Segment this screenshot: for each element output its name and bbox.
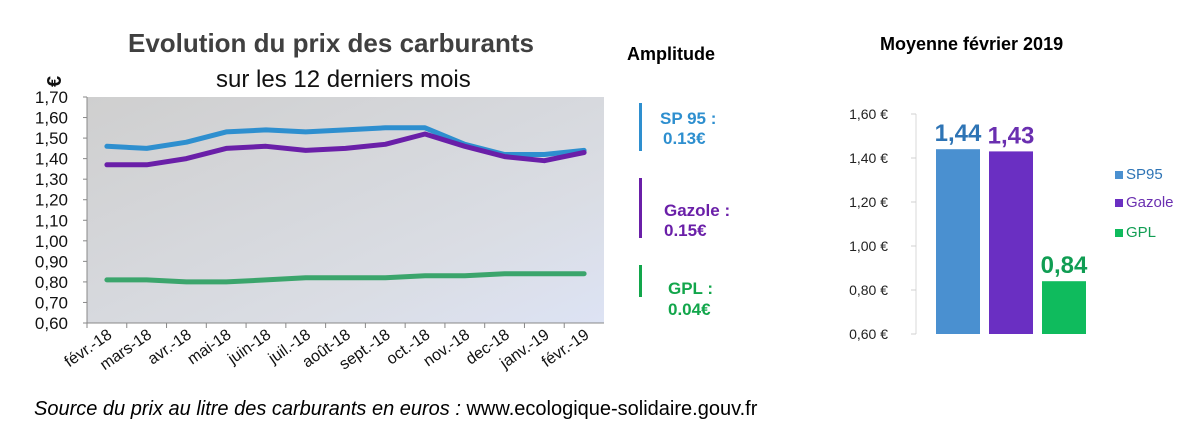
x-tick-label: mai-18 (185, 326, 235, 368)
amplitude-sp95-value: 0.13€ (663, 129, 706, 148)
bar-y-tick-label: 0,80 € (849, 282, 888, 298)
line-chart-title: Evolution du prix des carburants (128, 28, 534, 58)
bar-value-label: 1,44 (935, 120, 982, 147)
bar-y-tick-label: 1,20 € (849, 194, 888, 210)
y-tick-label: 1,20 (35, 191, 68, 210)
amplitude-gazole-value: 0.15€ (664, 221, 707, 240)
bar-sp95 (936, 149, 980, 334)
bar-gpl (1042, 281, 1086, 334)
legend-label-gazole: Gazole (1126, 194, 1174, 211)
bar-value-label: 1,43 (988, 122, 1035, 149)
source-note: Source du prix au litre des carburants e… (34, 398, 757, 421)
y-tick-label: 1,00 (35, 232, 68, 251)
legend-swatch-gazole (1115, 199, 1123, 207)
amplitude-title: Amplitude (627, 44, 715, 64)
line-plot-area (87, 97, 604, 323)
line-chart-subtitle: sur les 12 derniers mois (216, 66, 471, 93)
y-tick-label: 0,90 (35, 252, 68, 271)
bar-y-tick-label: 1,60 € (849, 106, 888, 122)
y-tick-label: 1,50 (35, 129, 68, 148)
amplitude-bar-gpl (639, 265, 642, 297)
line-chart: € 0,60 0,700,80 0,901,00 1,101,20 1,301,40 1,… (35, 76, 604, 374)
bar-y-tick-label: 1,00 € (849, 238, 888, 254)
x-tick-label: avr.-18 (145, 326, 195, 368)
amplitude-sp95-label: SP 95 : (660, 109, 717, 128)
bar-gazole (989, 151, 1033, 334)
source-prefix: Source du prix au litre des carburants e… (34, 398, 461, 420)
amplitude-gpl-label: GPL : (668, 279, 714, 298)
legend-swatch-gpl (1115, 229, 1123, 237)
y-tick-label: 0,80 (35, 273, 68, 292)
x-tick-label: nov.-18 (421, 326, 474, 370)
y-tick-label: 1,70 (35, 88, 68, 107)
y-tick-label: 0,60 (35, 314, 68, 333)
y-axis-unit-label: € (44, 76, 66, 87)
y-tick-label: 1,10 (35, 211, 68, 230)
bar-y-tick-label: 0,60 € (849, 326, 888, 342)
line-series-1 (104, 131, 587, 168)
y-tick-label: 1,30 (35, 170, 68, 189)
amplitude-bar-sp95 (639, 103, 642, 151)
y-tick-label: 1,60 (35, 109, 68, 128)
bar-chart-title: Moyenne février 2019 (880, 34, 1064, 54)
legend-label-sp95: SP95 (1126, 166, 1163, 183)
source-url[interactable]: www.ecologique-solidaire.gouv.fr (466, 398, 758, 420)
amplitude-gazole-label: Gazole : (664, 201, 731, 220)
x-tick-label: juin-18 (224, 326, 274, 368)
y-tick-label: 1,40 (35, 150, 68, 169)
bar-value-label: 0,84 (1041, 252, 1088, 279)
amplitude-bar-gazole (639, 178, 642, 238)
bar-y-tick-label: 1,40 € (849, 150, 888, 166)
bar-chart: 0,60 € 0,80 € 1,00 € 1,20 € 1,40 € 1,60 € 1,4… (849, 106, 1174, 342)
amplitude-gpl-value: 0.04€ (668, 300, 711, 319)
y-tick-label: 0,70 (35, 293, 68, 312)
legend-swatch-sp95 (1115, 171, 1123, 179)
line-series-2 (104, 271, 587, 285)
legend-label-gpl: GPL (1126, 224, 1156, 241)
